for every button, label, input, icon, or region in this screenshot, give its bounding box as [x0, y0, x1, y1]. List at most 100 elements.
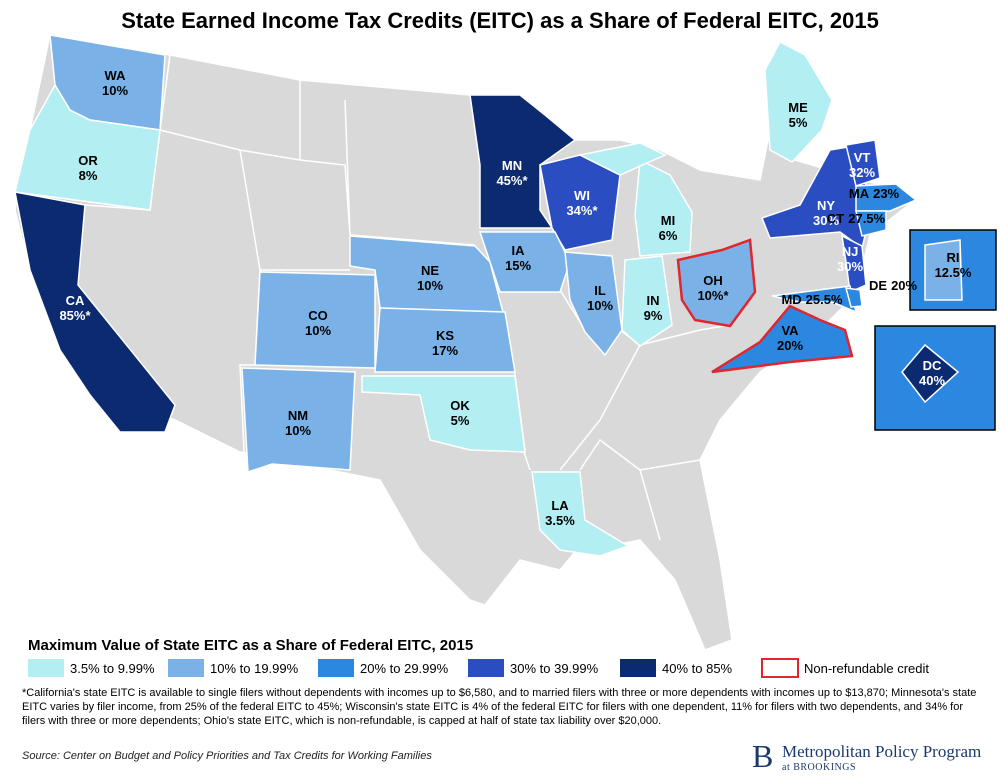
legend: 3.5% to 9.99% 10% to 19.99% 20% to 29.99% 3…	[28, 658, 929, 678]
legend-label: 3.5% to 9.99%	[70, 661, 155, 676]
state-abbr: IL	[594, 283, 606, 298]
state-abbr: DC	[923, 358, 942, 373]
state-border	[349, 234, 476, 246]
logo: B Metropolitan Policy Program at BROOKIN…	[752, 738, 997, 778]
state-label: DE 20%	[869, 278, 918, 293]
state-shape	[711, 304, 854, 374]
state-shape	[855, 210, 887, 237]
legend-swatch	[761, 658, 799, 678]
state-abbr: DE	[869, 278, 887, 293]
state-shape	[14, 191, 176, 433]
state-abbr: WI	[574, 188, 590, 203]
legend-label: 20% to 29.99%	[360, 661, 449, 676]
source: Source: Center on Budget and Policy Prio…	[22, 750, 432, 762]
state-shape	[469, 94, 577, 229]
legend-label: Non-refundable credit	[804, 661, 929, 676]
state-abbr: WA	[105, 68, 127, 83]
state-value: 10%	[102, 83, 128, 98]
state-labels: WA10%OR8%CA85%*MN45%*WI34%*MI6%IA15%IL10…	[59, 68, 971, 528]
legend-swatch	[168, 659, 204, 677]
state-abbr: IN	[647, 293, 660, 308]
state-abbr: CO	[308, 308, 328, 323]
states	[14, 34, 997, 651]
state-shape	[531, 471, 630, 557]
state-label: CT 27.5%	[827, 211, 886, 226]
state-shape	[361, 375, 526, 453]
state-value: 30%	[813, 213, 839, 228]
legend-label: 40% to 85%	[662, 661, 733, 676]
state-shape	[374, 307, 516, 373]
footnote: *California's state EITC is available to…	[22, 687, 977, 727]
state-border	[639, 324, 731, 346]
legend-label: 30% to 39.99%	[510, 661, 599, 676]
state-abbr: OK	[450, 398, 470, 413]
state-value: 5%	[789, 115, 808, 130]
state-shape	[621, 255, 673, 347]
state-abbr: KS	[436, 328, 454, 343]
legend-swatch	[318, 659, 354, 677]
state-shape	[564, 251, 623, 357]
state-abbr: MN	[502, 158, 522, 173]
logo-mark: B	[752, 738, 774, 774]
state-value: 17%	[432, 343, 458, 358]
state-value: 8%	[79, 168, 98, 183]
state-value: 10%	[587, 298, 613, 313]
state-abbr: MA	[849, 186, 870, 201]
state-abbr: NY	[817, 198, 835, 213]
state-value: 23%	[873, 186, 899, 201]
logo-name: Metropolitan Policy Program	[782, 742, 982, 761]
state-value: 6%	[659, 228, 678, 243]
state-value: 32%	[849, 165, 875, 180]
state-abbr: CT	[827, 211, 844, 226]
state-shape	[901, 343, 960, 404]
state-value: 5%	[451, 413, 470, 428]
logo-sub: at BROOKINGS	[782, 762, 857, 773]
state-label: MA 23%	[849, 186, 900, 201]
state-abbr: LA	[551, 498, 569, 513]
state-shape	[841, 234, 867, 294]
state-value: 9%	[644, 308, 663, 323]
state-abbr: ME	[788, 100, 808, 115]
state-abbr: CA	[66, 293, 85, 308]
state-value: 10%	[285, 423, 311, 438]
state-shape	[634, 158, 693, 257]
map-title: State Earned Income Tax Credits (EITC) a…	[121, 8, 879, 33]
state-value: 10%	[305, 323, 331, 338]
state-shape	[14, 83, 161, 211]
state-value: 20%	[777, 338, 803, 353]
legend-swatch	[468, 659, 504, 677]
state-value: 85%*	[59, 308, 91, 323]
state-shape	[844, 287, 863, 308]
state-abbr: MI	[661, 213, 675, 228]
state-border	[639, 469, 661, 541]
state-value: 45%*	[496, 173, 528, 188]
state-border	[299, 159, 351, 236]
legend-swatch	[28, 659, 64, 677]
state-border	[579, 438, 701, 471]
state-shape	[924, 239, 963, 301]
state-label: MD 25.5%	[781, 292, 843, 307]
state-value: 20%	[891, 278, 917, 293]
state-value: 25.5%	[806, 292, 843, 307]
legend-swatch	[620, 659, 656, 677]
state-shape	[845, 139, 881, 187]
state-value: 15%	[505, 258, 531, 273]
state-border	[344, 99, 351, 236]
state-shape	[676, 238, 757, 328]
state-shape	[855, 183, 918, 212]
state-abbr: MD	[781, 292, 801, 307]
state-abbr: VT	[854, 150, 871, 165]
state-value: 40%	[919, 373, 945, 388]
state-abbr: NM	[288, 408, 308, 423]
state-abbr: OR	[78, 153, 98, 168]
state-value: 12.5%	[935, 265, 972, 280]
state-shape	[241, 367, 356, 474]
state-abbr: IA	[512, 243, 526, 258]
state-abbr: OH	[703, 273, 723, 288]
state-border	[159, 129, 241, 151]
state-abbr: RI	[947, 250, 960, 265]
state-shape	[764, 40, 833, 163]
state-shape	[577, 142, 667, 176]
